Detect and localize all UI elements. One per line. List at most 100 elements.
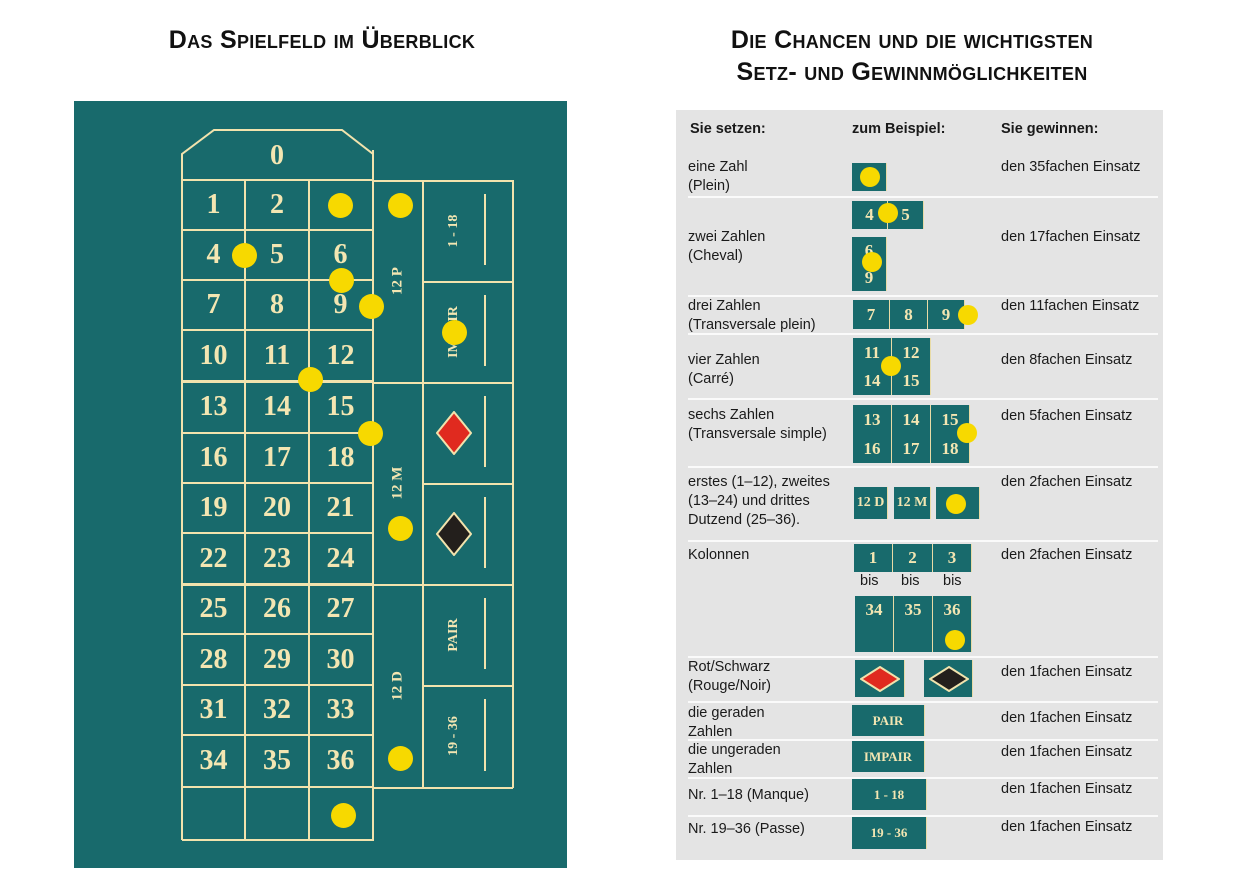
number-cell: 12 bbox=[326, 339, 355, 371]
table-line bbox=[182, 482, 374, 484]
table-line bbox=[484, 396, 486, 467]
number-cell: 15 bbox=[326, 391, 355, 422]
example-cell: 12 bbox=[892, 338, 931, 367]
roulette-board: 0 1 2 4 5 6 7 8 9 10 11 12 13 14 15 16 17 18 19 20 21 22 23 24 2… bbox=[74, 101, 567, 868]
row-divider bbox=[688, 196, 1158, 198]
chip-icon bbox=[388, 746, 413, 771]
row-divider bbox=[688, 656, 1158, 658]
number-cell: 19 bbox=[199, 492, 228, 523]
number-cell: 16 bbox=[199, 442, 228, 473]
betting-guide-panel: Sie setzen: zum Beispiel: Sie gewinnen: … bbox=[676, 110, 1163, 860]
row-divider bbox=[688, 540, 1158, 542]
example-cell: 16 bbox=[853, 434, 892, 463]
number-cell: 5 bbox=[270, 239, 284, 270]
payout-text: den 35fachen Einsatz bbox=[1001, 159, 1141, 175]
number-cell: 27 bbox=[326, 593, 355, 624]
table-line bbox=[374, 787, 513, 789]
example-cell: 35 bbox=[894, 596, 933, 624]
right-title-line-1: Die Chancen und die wichtigsten bbox=[730, 26, 1094, 54]
payout-text: den 1fachen Einsatz bbox=[1001, 781, 1133, 797]
number-cell: 31 bbox=[199, 694, 228, 725]
chip-icon bbox=[945, 630, 965, 650]
red-diamond-icon bbox=[436, 410, 472, 455]
example-cell: 12 M bbox=[894, 487, 931, 519]
bis-label: bis bbox=[901, 573, 920, 589]
table-line bbox=[182, 583, 374, 586]
example-cell: 36 bbox=[933, 596, 972, 624]
row-divider bbox=[688, 739, 1158, 741]
number-cell: 14 bbox=[263, 391, 291, 422]
chip-icon bbox=[388, 516, 413, 541]
number-cell: 30 bbox=[326, 643, 355, 675]
example-cell bbox=[855, 660, 905, 697]
table-line bbox=[484, 699, 486, 771]
dozen-label: 12 M bbox=[389, 466, 406, 500]
table-line bbox=[182, 329, 374, 331]
bis-label: bis bbox=[943, 573, 962, 589]
table-line bbox=[244, 180, 246, 840]
number-cell: 7 bbox=[206, 289, 221, 320]
row-divider bbox=[688, 701, 1158, 703]
number-cell: 34 bbox=[199, 745, 228, 776]
bet-description: zwei Zahlen (Cheval) bbox=[688, 229, 766, 264]
table-line bbox=[182, 179, 374, 181]
chip-icon bbox=[878, 203, 898, 223]
bet-description: erstes (1–12), zweites (13–24) und dritt… bbox=[688, 474, 830, 528]
outside-bet-label: PAIR bbox=[446, 617, 461, 652]
chip-icon bbox=[388, 193, 413, 218]
example-cell: 15 bbox=[931, 405, 970, 434]
chip-icon bbox=[359, 294, 384, 319]
payout-text: den 8fachen Einsatz bbox=[1001, 352, 1133, 368]
number-cell: 36 bbox=[326, 745, 355, 776]
table-line bbox=[182, 633, 374, 635]
payout-text: den 11fachen Einsatz bbox=[1001, 298, 1140, 314]
chip-icon bbox=[957, 423, 977, 443]
table-line bbox=[374, 584, 422, 586]
payout-text: den 2fachen Einsatz bbox=[1001, 547, 1133, 563]
number-cell: 33 bbox=[326, 694, 355, 725]
payout-text: den 17fachen Einsatz bbox=[1001, 229, 1141, 245]
chip-icon bbox=[331, 803, 356, 828]
table-line bbox=[422, 685, 513, 687]
table-line bbox=[182, 532, 374, 534]
example-cell: 19 - 36 bbox=[852, 817, 927, 849]
table-line bbox=[182, 684, 374, 686]
table-line bbox=[422, 382, 513, 384]
table-line bbox=[182, 279, 374, 281]
number-cell: 13 bbox=[199, 391, 228, 422]
number-cell: 20 bbox=[263, 492, 291, 523]
number-cell: 25 bbox=[199, 593, 228, 624]
table-line bbox=[422, 281, 513, 283]
example-cell bbox=[924, 660, 973, 697]
table-line bbox=[484, 497, 486, 568]
row-divider bbox=[688, 398, 1158, 400]
number-cell: 26 bbox=[263, 593, 291, 624]
table-line bbox=[181, 180, 183, 840]
black-diamond-icon bbox=[436, 511, 472, 556]
chip-icon bbox=[329, 268, 354, 293]
table-line bbox=[182, 229, 374, 231]
number-cell: 11 bbox=[263, 339, 291, 371]
row-divider bbox=[688, 815, 1158, 817]
payout-text: den 2fachen Einsatz bbox=[1001, 474, 1133, 490]
table-line bbox=[484, 194, 486, 265]
example-cell: 1 - 18 bbox=[852, 779, 927, 810]
bet-description: drei Zahlen (Transversale plein) bbox=[688, 298, 816, 333]
example-cell: 2 bbox=[893, 544, 933, 572]
chip-icon bbox=[860, 167, 880, 187]
example-cell: PAIR bbox=[852, 705, 925, 736]
table-line bbox=[182, 786, 374, 788]
example-cell: 8 bbox=[890, 300, 928, 329]
header-win: Sie gewinnen: bbox=[1001, 121, 1099, 137]
number-cell: 17 bbox=[263, 442, 291, 473]
bet-description: die geraden Zahlen bbox=[688, 705, 765, 740]
example-cell: 12 D bbox=[854, 487, 888, 519]
table-line bbox=[374, 382, 422, 384]
table-line bbox=[372, 150, 374, 840]
header-example: zum Beispiel: bbox=[852, 121, 946, 137]
bet-description: die ungeraden Zahlen bbox=[688, 742, 781, 777]
bet-description: eine Zahl (Plein) bbox=[688, 159, 748, 194]
bet-description: vier Zahlen (Carré) bbox=[688, 352, 760, 387]
example-cell bbox=[855, 624, 894, 652]
number-cell: 4 bbox=[206, 239, 221, 270]
